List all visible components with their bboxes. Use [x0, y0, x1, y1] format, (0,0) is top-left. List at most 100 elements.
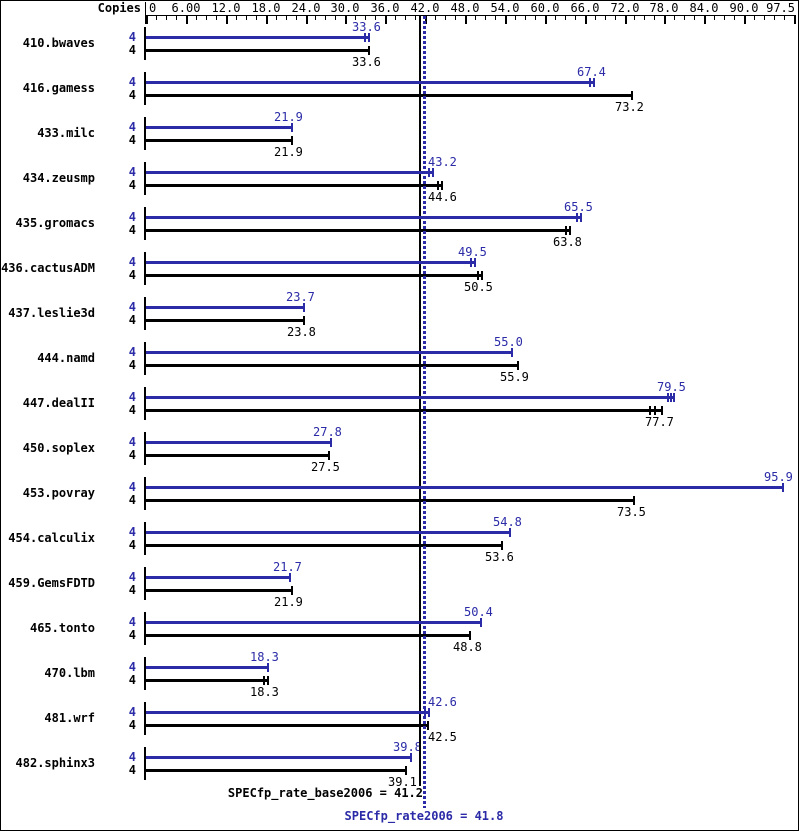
value-label: 18.3: [250, 650, 279, 664]
x-axis-tick-label: 84.0: [689, 1, 719, 15]
x-axis-minor-tick: [724, 16, 725, 20]
x-axis-major-tick: [505, 16, 507, 24]
x-axis-major-tick: [704, 16, 706, 24]
value-label: 43.2: [428, 155, 457, 169]
copies-count: 4: [128, 345, 136, 359]
x-axis-minor-tick: [565, 16, 566, 20]
peak-bar: [146, 621, 481, 624]
base-bar-end-tick: [565, 226, 567, 235]
benchmark-name: 450.soplex: [22, 441, 95, 455]
copies-count: 4: [128, 358, 136, 372]
base-bar: [146, 679, 268, 682]
base-bar: [146, 184, 442, 187]
x-axis-tick-label: 30.0: [330, 1, 360, 15]
peak-bar-end-tick: [511, 348, 513, 357]
peak-bar-end-tick: [667, 393, 669, 402]
benchmark-name: 465.tonto: [29, 621, 95, 635]
base-bar-end-tick: [661, 406, 663, 415]
peak-bar-end-tick: [589, 78, 591, 87]
copies-count: 4: [128, 120, 136, 134]
base-bar-end-tick: [427, 721, 429, 730]
copies-count: 4: [128, 133, 136, 147]
peak-bar-end-tick: [673, 393, 675, 402]
copies-axis-label: Copies: [97, 1, 141, 15]
group-axis-stub: [144, 477, 146, 510]
base-bar-end-tick: [441, 181, 443, 190]
peak-bar: [146, 486, 783, 489]
benchmark-name: 435.gromacs: [15, 216, 95, 230]
peak-bar: [146, 306, 304, 309]
peak-bar-end-tick: [474, 258, 476, 267]
copies-count: 4: [128, 583, 136, 597]
x-axis-minor-tick: [355, 16, 356, 20]
peak-bar-end-tick: [410, 753, 412, 762]
value-label: 95.9: [764, 470, 793, 484]
base-bar: [146, 724, 428, 727]
copies-count: 4: [128, 300, 136, 314]
base-bar: [146, 499, 634, 502]
copies-count: 4: [128, 750, 136, 764]
benchmark-name: 437.leslie3d: [8, 306, 95, 320]
base-bar-end-tick: [633, 496, 635, 505]
base-bar: [146, 409, 662, 412]
group-axis-stub: [144, 207, 146, 240]
base-bar-end-tick: [328, 451, 330, 460]
x-axis-minor-tick: [575, 16, 576, 20]
value-label: 21.9: [274, 145, 303, 159]
value-label: 49.5: [458, 245, 487, 259]
x-axis-tick-label: 6.00: [171, 1, 201, 15]
peak-bar-end-tick: [432, 168, 434, 177]
x-axis-major-tick: [306, 16, 308, 24]
group-axis-stub: [144, 522, 146, 555]
peak-bar-end-tick: [580, 213, 582, 222]
x-axis-tick-label: 97.5: [766, 1, 795, 15]
peak-bar: [146, 171, 433, 174]
x-axis-minor-tick: [734, 16, 735, 20]
value-label: 44.6: [428, 190, 457, 204]
x-axis-minor-tick: [395, 16, 396, 20]
x-axis-minor-tick: [495, 16, 496, 20]
copies-count: 4: [128, 615, 136, 629]
x-axis-minor-tick: [644, 16, 645, 20]
group-axis-stub: [144, 252, 146, 285]
x-axis-minor-tick: [684, 16, 685, 20]
x-axis-minor-tick: [714, 16, 715, 20]
base-bar: [146, 229, 570, 232]
base-bar: [146, 139, 292, 142]
value-label: 21.9: [274, 110, 303, 124]
x-axis-minor-tick: [335, 16, 336, 20]
x-axis-line: [146, 15, 796, 16]
benchmark-name: 454.calculix: [8, 531, 95, 545]
peak-bar-end-tick: [470, 258, 472, 267]
x-axis-minor-tick: [555, 16, 556, 20]
x-axis-minor-tick: [654, 16, 655, 20]
value-label: 42.5: [428, 730, 457, 744]
peak-bar: [146, 711, 429, 714]
value-label: 27.8: [313, 425, 342, 439]
peak-bar-end-tick: [364, 33, 366, 42]
benchmark-name: 470.lbm: [44, 666, 95, 680]
x-axis-major-tick: [425, 16, 427, 24]
x-axis-minor-tick: [315, 16, 316, 20]
peak-bar: [146, 351, 512, 354]
copies-count: 4: [128, 30, 136, 44]
copies-count: 4: [128, 525, 136, 539]
value-label: 33.6: [352, 20, 381, 34]
copies-count: 4: [128, 178, 136, 192]
base-bar-end-tick: [481, 271, 483, 280]
x-axis-major-tick: [465, 16, 467, 24]
x-axis-tick-label: 42.0: [410, 1, 440, 15]
group-axis-stub: [144, 27, 146, 60]
value-label: 65.5: [564, 200, 593, 214]
copies-count: 4: [128, 705, 136, 719]
base-mean-line: [419, 16, 421, 786]
peak-bar: [146, 36, 369, 39]
benchmark-name: 436.cactusADM: [1, 261, 95, 275]
copies-count: 4: [128, 88, 136, 102]
peak-bar-end-tick: [509, 528, 511, 537]
copies-count: 4: [128, 718, 136, 732]
x-axis-minor-tick: [764, 16, 765, 20]
copies-count: 4: [128, 390, 136, 404]
base-bar-end-tick: [303, 316, 305, 325]
x-axis-minor-tick: [176, 16, 177, 20]
